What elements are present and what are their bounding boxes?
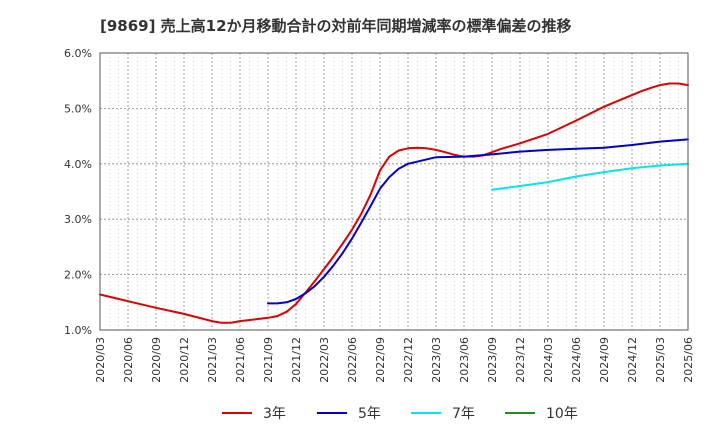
x-tick-label: 2021/09 (262, 337, 275, 383)
x-tick-label: 2022/12 (402, 337, 415, 383)
plot-area (100, 53, 688, 330)
x-tick-label: 2023/09 (486, 337, 499, 383)
x-tick-label: 2025/03 (654, 337, 667, 383)
y-axis-ticks: 1.0% 2.0% 3.0% 4.0% 5.0% 6.0% (64, 47, 92, 337)
x-tick-label: 2020/03 (94, 337, 107, 383)
plot-frame (99, 52, 689, 331)
x-tick-label: 2021/03 (206, 337, 219, 383)
y-tick-label: 2.0% (64, 269, 92, 282)
legend-item: 3年 (222, 406, 286, 422)
x-tick-label: 2024/03 (542, 337, 555, 383)
y-tick-label: 5.0% (64, 102, 92, 115)
x-tick-label: 2023/12 (514, 337, 527, 383)
x-tick-label: 2022/06 (346, 337, 359, 383)
legend: 3年 5年 7年 10年 (222, 406, 578, 422)
x-tick-label: 2020/12 (178, 337, 191, 383)
legend-item: 10年 (505, 406, 578, 422)
x-tick-label: 2024/09 (598, 337, 611, 383)
x-tick-label: 2024/12 (626, 337, 639, 383)
y-tick-label: 1.0% (64, 324, 92, 337)
x-tick-label: 2024/06 (570, 337, 583, 383)
legend-label: 5年 (358, 406, 381, 422)
x-tick-label: 2022/09 (374, 337, 387, 383)
x-tick-label: 2022/03 (318, 337, 331, 383)
series-line-3年 (99, 82, 689, 324)
y-tick-label: 6.0% (64, 47, 92, 60)
legend-label: 7年 (452, 406, 475, 422)
legend-label: 10年 (546, 406, 578, 422)
legend-item: 7年 (411, 406, 475, 422)
x-tick-label: 2025/06 (682, 337, 695, 383)
x-tick-label: 2021/12 (290, 337, 303, 383)
legend-label: 3年 (263, 406, 286, 422)
x-tick-label: 2023/03 (430, 337, 443, 383)
series-line-7年 (491, 162, 689, 191)
x-tick-label: 2020/06 (122, 337, 135, 383)
x-tick-label: 2020/09 (150, 337, 163, 383)
y-tick-label: 3.0% (64, 213, 92, 226)
chart-title: [9869] 売上高12か月移動合計の対前年同期増減率の標準偏差の推移 (100, 17, 572, 35)
x-axis-ticks: 2020/03 2020/06 2020/09 2020/12 2021/03 2021/… (94, 337, 695, 383)
grid-lines (100, 53, 688, 330)
x-tick-label: 2023/06 (458, 337, 471, 383)
series-lines (99, 82, 689, 324)
legend-item: 5年 (317, 406, 381, 422)
series-line-5年 (267, 138, 689, 305)
x-tick-label: 2021/06 (234, 337, 247, 383)
y-tick-label: 4.0% (64, 158, 92, 171)
